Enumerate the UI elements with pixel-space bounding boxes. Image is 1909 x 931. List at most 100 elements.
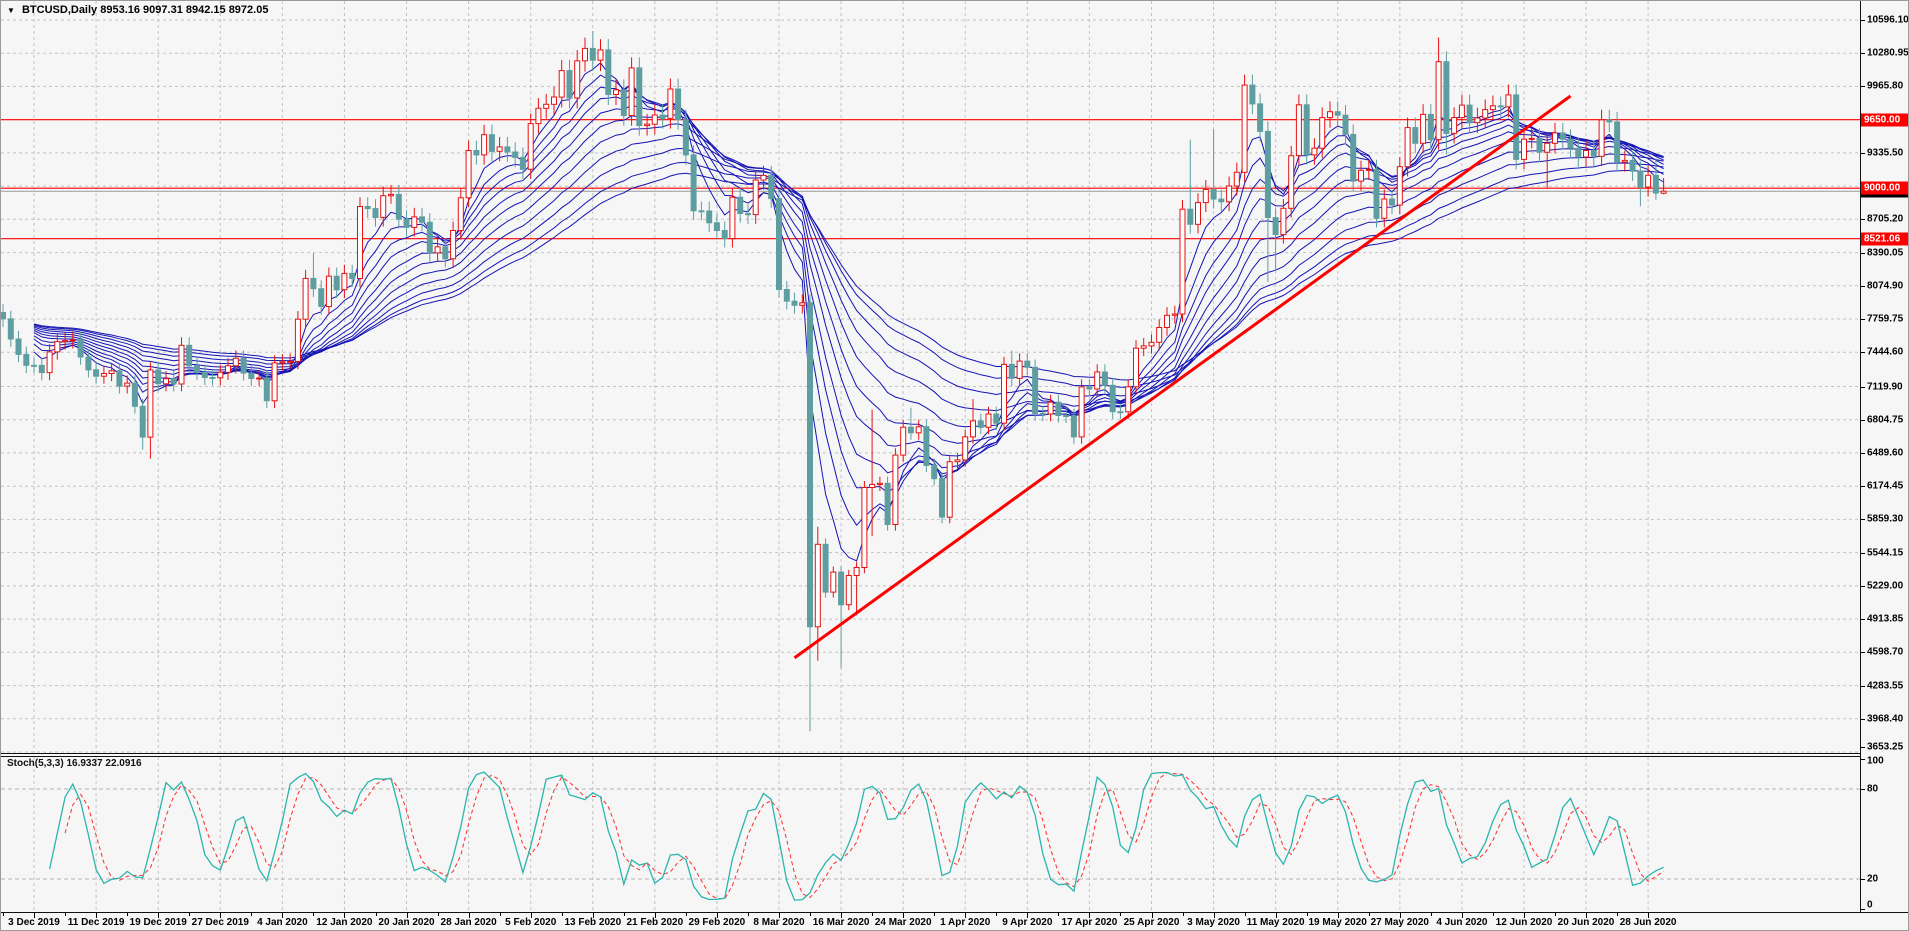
price-axis[interactable]: 10596.10 10280.95 9965.80 9335.50 8705.20 839… <box>1860 1 1909 912</box>
time-tick <box>65 913 67 916</box>
stoch-panel-canvas[interactable] <box>1 753 1860 912</box>
time-tick-label: 3 Dec 2019 <box>8 917 60 928</box>
price-tick-label: 7119.90 <box>1867 381 1903 392</box>
stoch-indicator-label: Stoch(5,3,3) 16.9337 22.0916 <box>7 758 142 769</box>
time-tick-label: 21 Feb 2020 <box>626 917 684 928</box>
time-tick-label: 9 Apr 2020 <box>1002 917 1053 928</box>
price-tick <box>1861 619 1865 621</box>
symbol-period-label: BTCUSD,Daily <box>21 4 98 16</box>
time-tick-label: 8 Mar 2020 <box>753 917 805 928</box>
time-tick-major <box>592 913 594 918</box>
time-tick <box>1430 913 1432 916</box>
price-tick-label: 6489.60 <box>1867 447 1904 459</box>
time-tick-label: 4 Jun 2020 <box>1436 917 1488 928</box>
stoch-name: Stoch(5,3,3) <box>7 758 64 769</box>
time-tick <box>1182 913 1184 916</box>
price-tick <box>1861 86 1865 88</box>
time-tick <box>499 913 501 916</box>
price-tick <box>1861 152 1865 154</box>
time-tick-major <box>903 913 905 918</box>
time-tick <box>1244 913 1246 916</box>
time-tick-major <box>716 913 718 918</box>
price-tick <box>1861 519 1865 521</box>
price-tick <box>1861 747 1865 748</box>
stoch-scale-label: 0 <box>1867 899 1873 911</box>
price-tick <box>1861 386 1865 388</box>
price-tick-label: 9335.50 <box>1867 147 1904 159</box>
time-tick-label: 28 Jun 2020 <box>1619 917 1677 928</box>
time-tick <box>1617 913 1619 916</box>
time-tick-major <box>1027 913 1029 918</box>
time-tick-major <box>468 913 470 918</box>
price-tick <box>1861 452 1865 454</box>
price-tick-label: 3653.25 <box>1867 741 1904 753</box>
time-tick-major <box>282 913 284 918</box>
time-tick-label: 19 Dec 2019 <box>129 917 187 928</box>
time-tick-major <box>841 913 843 918</box>
time-tick-major <box>530 913 532 918</box>
price-tick-label: 10280.95 <box>1867 47 1909 59</box>
hline-price-tag: 9000.00 <box>1861 181 1908 195</box>
time-tick <box>623 913 625 916</box>
time-tick <box>375 913 377 916</box>
main-chart-canvas[interactable] <box>1 1 1860 753</box>
time-tick <box>313 913 315 916</box>
price-tick-label: 5229.00 <box>1867 580 1904 592</box>
time-tick <box>1368 913 1370 916</box>
candles-layer <box>1 31 1667 732</box>
time-tick <box>189 913 191 916</box>
stoch-grid <box>1 757 1860 912</box>
time-tick <box>127 913 129 916</box>
time-tick-major <box>1524 913 1525 918</box>
grid-layer <box>1 1 1860 753</box>
price-tick-label: 6804.75 <box>1867 414 1904 426</box>
time-tick-major <box>1648 913 1650 918</box>
time-tick-major <box>158 913 160 918</box>
stoch-scale-tick <box>1861 789 1865 790</box>
time-tick-major <box>1151 913 1153 918</box>
price-tick-label: 5544.15 <box>1867 547 1904 559</box>
price-tick <box>1861 20 1865 21</box>
time-axis[interactable]: 3 Dec 2019 11 Dec 2019 19 Dec 2019 27 Dec 2… <box>1 912 1908 930</box>
time-tick-major <box>1337 913 1339 918</box>
time-tick <box>1555 913 1556 916</box>
time-tick-major <box>220 913 222 918</box>
price-tick <box>1861 319 1865 320</box>
price-tick <box>1861 552 1865 554</box>
trendline[interactable] <box>793 94 1572 660</box>
stoch-scale-tick <box>1861 879 1865 880</box>
time-tick-label: 17 Apr 2020 <box>1061 917 1118 928</box>
price-tick <box>1861 219 1865 221</box>
stoch-scale-tick <box>1861 909 1865 910</box>
hline-price-tag: 8521.06 <box>1861 232 1908 246</box>
time-tick-label: 16 Mar 2020 <box>812 917 870 928</box>
time-tick <box>251 913 253 916</box>
price-tick-label: 5859.30 <box>1867 513 1904 525</box>
price-tick-label: 8074.90 <box>1867 280 1904 292</box>
price-tick-label: 9965.80 <box>1867 80 1904 92</box>
hline-price-tag: 9650.00 <box>1861 113 1908 127</box>
time-tick <box>1306 913 1308 916</box>
horizontal-lines[interactable] <box>1 119 1860 240</box>
price-tick-label: 4913.85 <box>1867 613 1904 625</box>
time-tick-label: 29 Feb 2020 <box>688 917 746 928</box>
price-tick <box>1861 585 1865 587</box>
time-tick-label: 12 Jan 2020 <box>316 917 373 928</box>
stoch-scale-tick <box>1861 759 1865 760</box>
time-tick-label: 5 Feb 2020 <box>505 917 557 928</box>
price-tick-label: 7444.60 <box>1867 346 1904 358</box>
time-tick-label: 20 Jan 2020 <box>378 917 435 928</box>
ohlc-values: 8953.16 9097.31 8942.15 8972.05 <box>100 4 269 16</box>
price-tick-label: 8705.20 <box>1867 213 1904 225</box>
time-tick <box>1492 913 1494 916</box>
time-tick-label: 19 May 2020 <box>1308 917 1367 928</box>
time-tick-label: 28 Jan 2020 <box>440 917 497 928</box>
time-tick-major <box>1461 913 1463 918</box>
price-tick-label: 3968.40 <box>1867 713 1904 725</box>
time-tick-label: 25 Apr 2020 <box>1123 917 1180 928</box>
stoch-scale-label: 80 <box>1867 783 1879 795</box>
collapse-arrow-icon[interactable]: ▼ <box>7 6 15 15</box>
time-tick <box>748 913 749 916</box>
time-tick <box>3 913 4 916</box>
